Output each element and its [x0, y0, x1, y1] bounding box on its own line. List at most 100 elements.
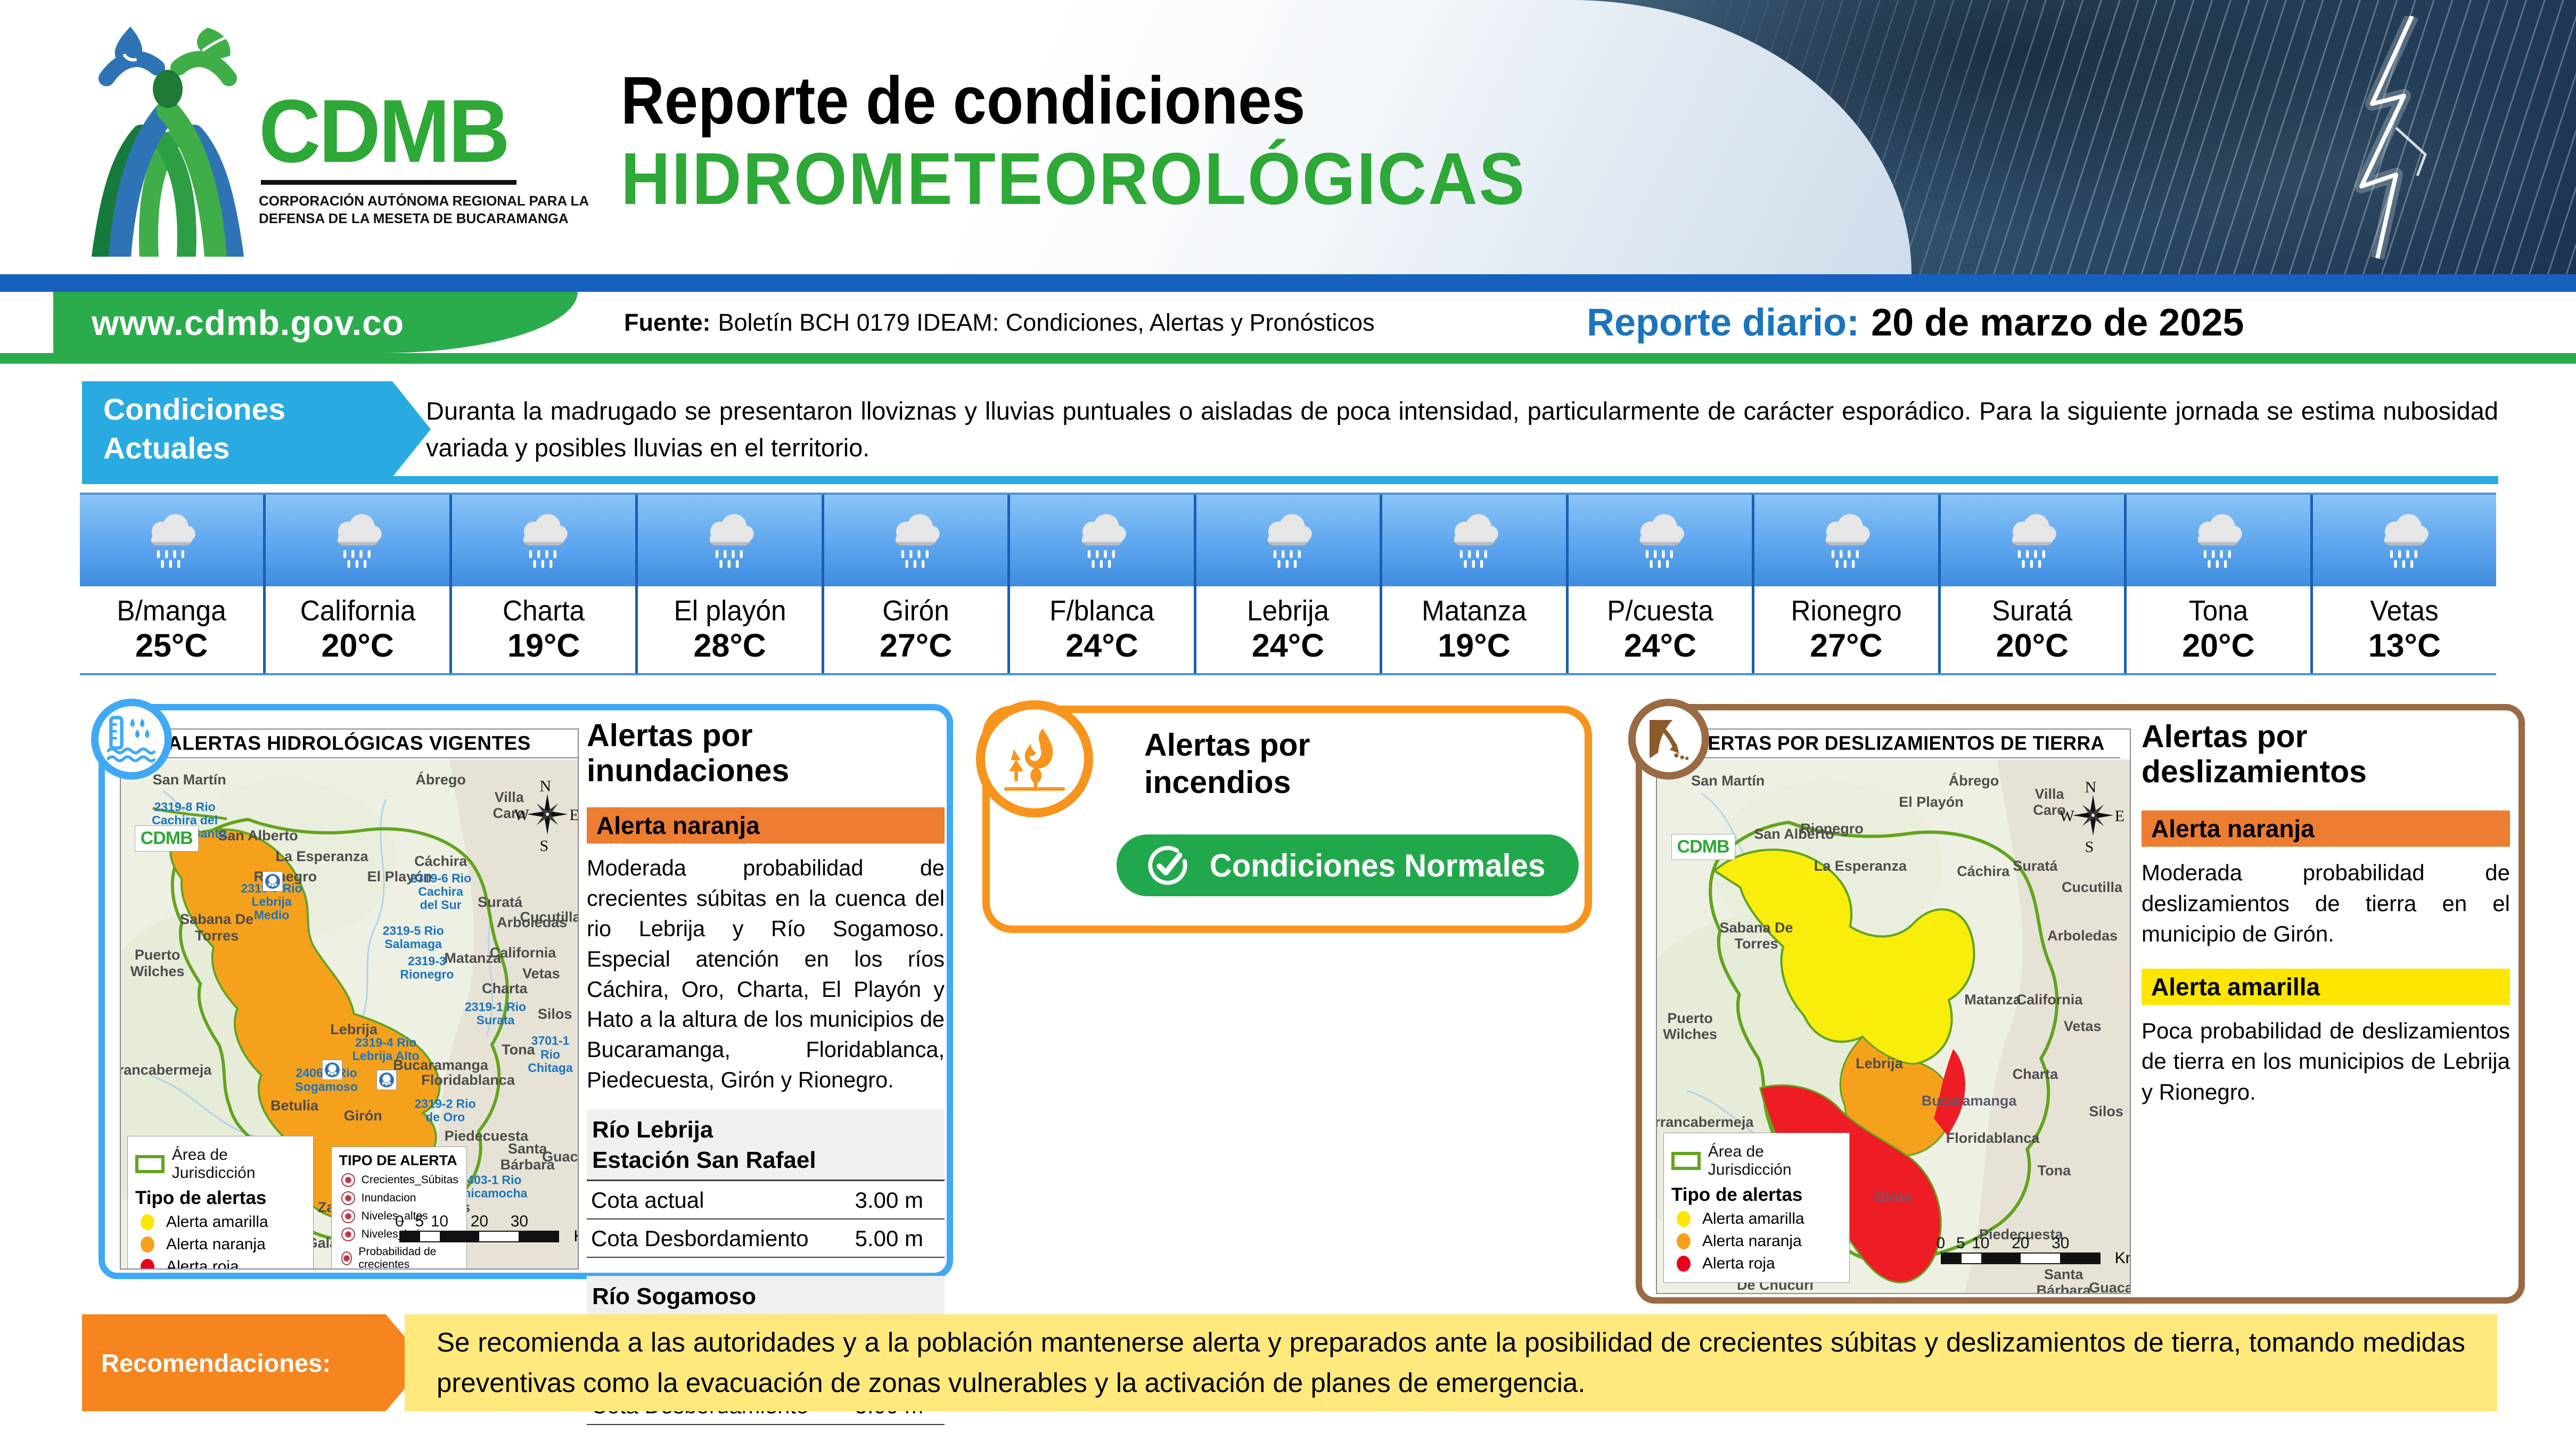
legend-item: Alerta amarilla: [166, 1213, 268, 1231]
current-conditions-paragraph: Duranta la madrugado se presentaron llov…: [426, 396, 2498, 462]
fire-panel: Alertas por incendios Condiciones Normal…: [976, 700, 1592, 933]
map-label: Lebrija: [1856, 1055, 1903, 1072]
city-temp: 19°C: [1438, 627, 1511, 664]
scale-tick: 0: [1936, 1234, 1946, 1252]
current-conditions-text: Duranta la madrugado se presentaron llov…: [426, 381, 2498, 477]
map-label: Floridablanca: [1946, 1130, 2040, 1147]
source-line: Fuente: Boletín BCH 0179 IDEAM: Condicio…: [624, 292, 1375, 353]
scale-bar: 0 5 10 20 30 Km: [395, 1212, 578, 1245]
station-row: Cota actual 3.00 m: [587, 1181, 945, 1220]
station-river: Río Lebrija: [592, 1116, 713, 1143]
landslide-yellow-text: Poca probabilidad de deslizamientos de t…: [2142, 1018, 2510, 1104]
alert-type-item: Inundacion: [361, 1191, 416, 1204]
city-name: B/manga: [117, 594, 226, 627]
weather-col: Tona 20°C: [2127, 495, 2313, 673]
lightning-icon: [2355, 16, 2427, 260]
scale-unit: Km: [2114, 1249, 2130, 1267]
map-label: Suratá: [478, 894, 523, 910]
page-title-line2: HIDROMETEOROLÓGICAS: [621, 137, 1527, 220]
weather-col: Suratá 20°C: [1940, 495, 2127, 673]
alert-type-item: Niveles_altos: [361, 1209, 428, 1222]
hydro-alert-icon: [91, 699, 172, 780]
alert-type-icon: [341, 1251, 352, 1265]
compass-w: W: [2059, 807, 2074, 825]
map-legend: Área de Jurisdicción Tipo de alertas Ale…: [1663, 1133, 1850, 1283]
map-label: Arboledas: [497, 914, 568, 930]
check-icon: [1148, 846, 1187, 885]
rain-cloud-icon: [2127, 495, 2310, 586]
orange-dot-icon: [141, 1237, 154, 1253]
website-link[interactable]: www.cdmb.gov.co: [53, 292, 578, 353]
map-label: San Martín: [1691, 772, 1765, 789]
river-label: 2406-1 Rio Sogamoso: [295, 1066, 358, 1094]
flood-alert-text: Moderada probabilidad de crecientes súbi…: [587, 855, 945, 1093]
alert-type-icon: [341, 1209, 355, 1223]
jurisdiction-label: Área de Jurisdicción: [171, 1146, 256, 1182]
map-label: Arboledas: [2047, 927, 2118, 944]
scale-tick: 0: [395, 1212, 404, 1230]
rain-cloud-icon: [452, 495, 636, 586]
landslide-panel: ALERTAS POR DESLIZAMIENTOS DE TIERRA CDM…: [1628, 699, 2525, 1304]
map-label: Girón: [343, 1108, 382, 1124]
report-date-value: 20 de marzo de 2025: [1871, 301, 2244, 344]
compass-n: N: [539, 777, 552, 796]
rain-cloud-icon: [1940, 495, 2124, 586]
station-row: Cota Desbordamiento 5.00 m: [587, 1219, 945, 1258]
compass-s: S: [539, 837, 549, 855]
rain-cloud-icon: [1010, 495, 1194, 586]
map-label: Floridablanca: [421, 1072, 515, 1088]
map-label: Barrancabermeja: [121, 1062, 212, 1078]
city-temp: 25°C: [135, 627, 208, 664]
logo-tagline-1: CORPORACIÓN AUTÓNOMA REGIONAL PARA LA: [259, 193, 589, 209]
fire-heading-line2: incendios: [1144, 764, 1291, 800]
landslide-text-column: Alertas por deslizamientos Alerta naranj…: [2142, 719, 2510, 1107]
map-label: Santa Bárbara: [2036, 1266, 2091, 1293]
weather-col: Rionegro 27°C: [1754, 495, 1941, 673]
alert-type-icon: [341, 1173, 355, 1187]
scale-tick: 20: [470, 1212, 489, 1230]
page-title-line1: Reporte de condiciones: [621, 63, 1306, 138]
weather-col: B/manga 25°C: [80, 495, 266, 673]
legend-item: Alerta naranja: [1702, 1232, 1802, 1250]
map-label: San Martín: [152, 772, 226, 788]
weather-col: Charta 19°C: [452, 495, 638, 673]
legend-item: Alerta naranja: [166, 1235, 266, 1254]
map-label: Betulia: [270, 1097, 319, 1114]
station-name: Estación San Rafael: [592, 1147, 816, 1174]
city-temp: 20°C: [1996, 627, 2069, 664]
weather-col: El playón 28°C: [638, 495, 824, 673]
city-name: Suratá: [1992, 594, 2073, 627]
city-name: Charta: [503, 594, 585, 627]
landslide-alert-icon: [1628, 699, 1709, 780]
map-label: Vetas: [522, 965, 560, 981]
scale-tick: 5: [415, 1212, 424, 1230]
rain-cloud-icon: [1754, 495, 1938, 586]
scale-bar: 0 5 10 20 30 Km: [1936, 1234, 2130, 1267]
current-conditions-label: Condiciones Actuales: [82, 381, 431, 477]
map-cdmb-box: CDMB: [1671, 834, 1735, 861]
landslide-map-body: CDMB N S W E San Martín Ábrego Villa Car…: [1657, 759, 2130, 1293]
red-dot-icon: [141, 1259, 154, 1268]
legend-item: Alerta roja: [166, 1258, 239, 1268]
map-label: Matanza: [1964, 991, 2021, 1008]
station-row-value: 5.00 m: [855, 1226, 923, 1251]
flood-heading-line1: Alertas por: [587, 718, 753, 753]
city-temp: 19°C: [507, 627, 580, 664]
scale-tick: 10: [430, 1212, 449, 1230]
map-label: Cucutilla: [2061, 879, 2122, 896]
compass-e: E: [2114, 807, 2124, 825]
landslide-orange-badge: Alerta naranja: [2142, 811, 2510, 847]
river-label: 2319-5 Rio Salamaga: [382, 923, 444, 951]
scale-tick: 10: [1972, 1234, 1990, 1252]
map-label: Ábrego: [1948, 772, 1999, 789]
map-cdmb-box: CDMB: [134, 825, 199, 852]
scale-tick: 5: [1956, 1234, 1965, 1252]
weather-col: Vetas 13°C: [2312, 495, 2497, 673]
map-label: Cucutilla: [520, 909, 578, 926]
station-row-value: 3.00 m: [855, 1188, 923, 1213]
cdmb-logo: CDMB CORPORACIÓN AUTÓNOMA REGIONAL PARA …: [80, 22, 589, 257]
recommendations-label-text: Recomendaciones:: [101, 1348, 331, 1377]
map-label: Guaca: [2089, 1279, 2130, 1293]
city-name: Rionegro: [1791, 594, 1902, 627]
station-rain-icon: [322, 1060, 342, 1080]
